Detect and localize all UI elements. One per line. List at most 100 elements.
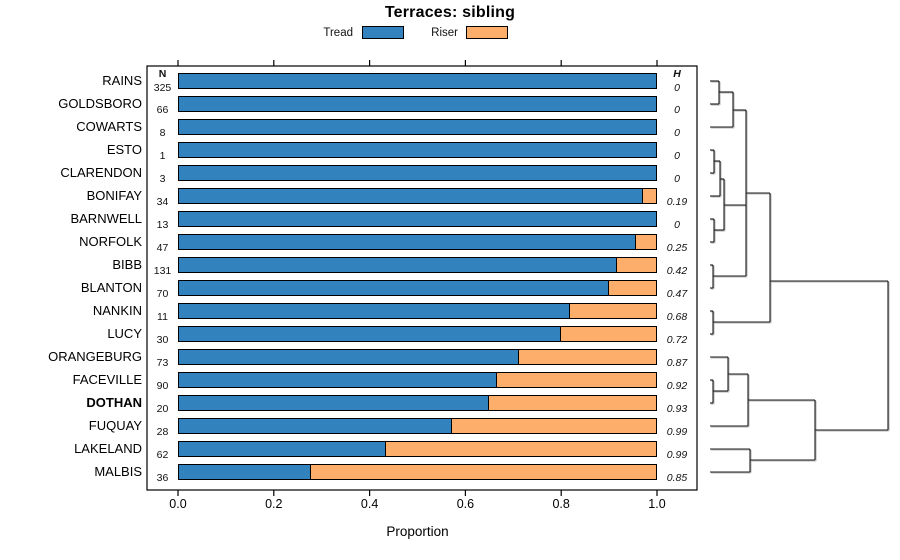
tread-bar-segment: [178, 119, 657, 135]
tread-bar-segment: [178, 303, 570, 319]
h-value: 0.42: [666, 265, 688, 277]
series-name-label: NORFOLK: [79, 234, 142, 249]
series-name-label: COWARTS: [76, 119, 142, 134]
tread-bar-segment: [178, 73, 657, 89]
h-value: 0.99: [666, 449, 688, 461]
n-value: 3: [159, 173, 166, 185]
series-name-label: LAKELAND: [74, 441, 142, 456]
tread-bar-segment: [178, 418, 452, 434]
series-name-label: ESTO: [106, 142, 142, 157]
n-value: 325: [153, 82, 172, 94]
legend-swatch-riser: [466, 26, 508, 39]
series-name-label: MALBIS: [94, 464, 142, 479]
riser-bar-segment: [488, 395, 657, 411]
h-value: 0.25: [666, 242, 688, 254]
series-name-label: LUCY: [107, 326, 142, 341]
x-axis-title: Proportion: [386, 524, 449, 539]
tread-bar-segment: [178, 142, 657, 158]
series-name-label: GOLDSBORO: [58, 96, 142, 111]
h-value: 0.92: [666, 380, 688, 392]
h-value: 0.19: [666, 196, 688, 208]
tread-bar-segment: [178, 326, 561, 342]
n-column-header: N: [158, 68, 167, 80]
h-value: 0: [674, 104, 680, 116]
h-value: 0.85: [666, 472, 688, 484]
n-value: 30: [156, 334, 169, 346]
riser-bar-segment: [560, 326, 657, 342]
legend-label-tread: Tread: [323, 27, 353, 39]
series-name-label: BLANTON: [80, 280, 142, 295]
n-value: 66: [156, 104, 169, 116]
n-value: 28: [156, 426, 169, 438]
h-value: 0.93: [666, 403, 688, 415]
x-axis-tick-label: 0.8: [552, 497, 570, 511]
riser-bar-segment: [608, 280, 657, 296]
tread-bar-segment: [178, 441, 386, 457]
h-value: 0.99: [666, 426, 688, 438]
n-value: 20: [156, 403, 169, 415]
riser-bar-segment: [642, 188, 657, 204]
x-axis-tick-label: 0.0: [169, 497, 187, 511]
n-value: 11: [157, 311, 168, 323]
tread-bar-segment: [178, 280, 609, 296]
tread-bar-segment: [178, 165, 657, 181]
series-name-label: BONIFAY: [86, 188, 142, 203]
h-column-header: H: [673, 68, 681, 80]
chart-title: Terraces: sibling: [384, 4, 516, 21]
n-value: 34: [156, 196, 169, 208]
series-name-label: FUQUAY: [88, 418, 142, 433]
riser-bar-segment: [569, 303, 657, 319]
series-name-label: NANKIN: [92, 303, 142, 318]
n-value: 131: [153, 265, 172, 277]
h-value: 0: [674, 150, 680, 162]
h-value: 0: [674, 127, 680, 139]
h-value: 0: [674, 82, 680, 94]
riser-bar-segment: [518, 349, 657, 365]
n-value: 36: [156, 472, 169, 484]
riser-bar-segment: [635, 234, 657, 250]
riser-bar-segment: [616, 257, 657, 273]
series-name-label: RAINS: [102, 73, 142, 88]
tread-bar-segment: [178, 211, 657, 227]
tread-bar-segment: [178, 257, 617, 273]
series-name-label: DOTHAN: [86, 395, 142, 410]
riser-bar-segment: [310, 464, 657, 480]
tread-bar-segment: [178, 96, 657, 112]
riser-bar-segment: [496, 372, 657, 388]
tread-bar-segment: [178, 349, 519, 365]
h-value: 0: [674, 219, 680, 231]
plot-box: [146, 65, 698, 491]
n-value: 47: [156, 242, 169, 254]
x-axis-tick-label: 1.0: [648, 497, 666, 511]
n-value: 8: [159, 127, 166, 139]
x-axis-tick-label: 0.4: [360, 497, 379, 511]
riser-bar-segment: [451, 418, 657, 434]
series-name-label: ORANGEBURG: [48, 349, 142, 364]
tread-bar-segment: [178, 234, 636, 250]
n-value: 90: [156, 380, 169, 392]
h-value: 0.47: [666, 288, 688, 300]
x-axis-tick-label: 0.2: [265, 497, 283, 511]
tread-bar-segment: [178, 188, 643, 204]
x-axis-tick-label: 0.6: [456, 497, 475, 511]
n-value: 13: [156, 219, 169, 231]
legend-label-riser: Riser: [431, 27, 458, 39]
riser-bar-segment: [385, 441, 657, 457]
tread-bar-segment: [178, 372, 497, 388]
series-name-label: BIBB: [112, 257, 142, 272]
n-value: 1: [159, 150, 166, 162]
h-value: 0.87: [666, 357, 688, 369]
h-value: 0: [674, 173, 680, 185]
h-value: 0.72: [666, 334, 688, 346]
h-value: 0.68: [666, 311, 688, 323]
tread-bar-segment: [178, 464, 311, 480]
n-value: 70: [156, 288, 169, 300]
series-name-label: FACEVILLE: [72, 372, 142, 387]
legend-swatch-tread: [362, 26, 404, 39]
tread-bar-segment: [178, 395, 489, 411]
n-value: 62: [156, 449, 169, 461]
n-value: 73: [156, 357, 169, 369]
series-name-label: BARNWELL: [70, 211, 142, 226]
